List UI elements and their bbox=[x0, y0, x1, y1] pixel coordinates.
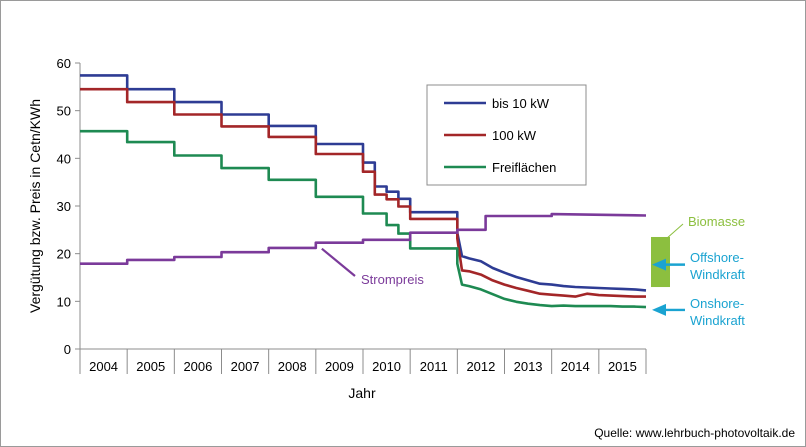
axes bbox=[75, 62, 647, 374]
series-line bbox=[80, 87, 646, 298]
x-tick-label: 2006 bbox=[183, 359, 212, 374]
x-tick-label: 2011 bbox=[420, 359, 448, 374]
y-tick-label: 40 bbox=[57, 151, 71, 166]
x-tick-label: 2013 bbox=[514, 359, 543, 374]
x-tick-label: 2015 bbox=[608, 359, 637, 374]
annotation-label: Offshore- bbox=[690, 250, 744, 265]
x-tick-label: 2010 bbox=[372, 359, 401, 374]
x-tick-label: 2007 bbox=[231, 359, 260, 374]
legend-label: 100 kW bbox=[492, 128, 537, 143]
x-tick-label: 2012 bbox=[466, 359, 495, 374]
series-line bbox=[80, 212, 647, 266]
annotation-label: Onshore- bbox=[690, 296, 744, 311]
series-line bbox=[80, 129, 647, 309]
y-tick-label: 20 bbox=[57, 247, 71, 262]
x-tick-label: 2008 bbox=[278, 359, 307, 374]
y-tick-label: 0 bbox=[64, 342, 71, 357]
annotation-leader bbox=[665, 223, 684, 240]
x-tick-label: 2005 bbox=[136, 359, 165, 374]
x-tick-labels: 2004 2005 2006 2007 2008 2009 2010 2011 2012 2013… bbox=[89, 359, 637, 374]
arrow-head-icon bbox=[652, 303, 666, 316]
annotation-leader bbox=[321, 247, 356, 277]
y-tick-label: 60 bbox=[57, 56, 71, 71]
annotation-label: Biomasse bbox=[688, 214, 745, 229]
y-axis-label: Vergütung bzw. Preis in Cetn/KWh bbox=[27, 99, 43, 313]
legend-label: bis 10 kW bbox=[492, 96, 550, 111]
legend-label: Freiflächen bbox=[492, 160, 556, 175]
x-tick-label: 2004 bbox=[89, 359, 118, 374]
x-tick-label: 2014 bbox=[561, 359, 590, 374]
annotations: Strompreis Biomasse Offshore- Windkraft Onsh… bbox=[321, 214, 745, 328]
annotation-label: Windkraft bbox=[690, 267, 745, 282]
series-lines bbox=[80, 74, 647, 309]
annotation-label: Strompreis bbox=[361, 272, 424, 287]
x-axis-label: Jahr bbox=[348, 385, 376, 401]
source-credit: Quelle: www.lehrbuch-photovoltaik.de bbox=[594, 426, 795, 440]
y-tick-label: 30 bbox=[57, 199, 71, 214]
x-tick-label: 2009 bbox=[325, 359, 354, 374]
arrow-head-icon bbox=[652, 258, 666, 271]
y-tick-label: 50 bbox=[57, 104, 71, 119]
legend: bis 10 kW 100 kW Freiflächen bbox=[426, 84, 587, 186]
annotation-label: Windkraft bbox=[690, 313, 745, 328]
y-tick-labels: 0 10 20 30 40 50 60 bbox=[57, 56, 71, 357]
y-tick-label: 10 bbox=[57, 294, 71, 309]
